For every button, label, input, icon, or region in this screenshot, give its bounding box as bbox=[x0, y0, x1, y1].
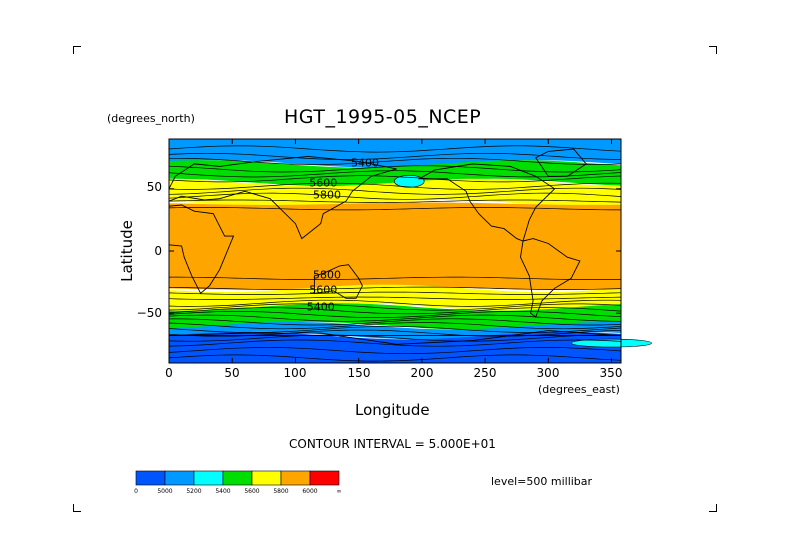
coastline bbox=[168, 204, 235, 295]
coastline bbox=[535, 148, 587, 177]
contour-line bbox=[168, 207, 621, 211]
contour-line bbox=[168, 311, 622, 318]
contour-line bbox=[168, 322, 622, 330]
y-tick-label: −50 bbox=[136, 306, 162, 320]
contour-line bbox=[168, 170, 622, 178]
contour-line bbox=[168, 291, 622, 295]
contour-label: 5800 bbox=[313, 268, 341, 281]
contour-line bbox=[168, 334, 622, 342]
contour-line bbox=[169, 276, 622, 280]
coastline bbox=[168, 330, 621, 345]
contour-line bbox=[168, 299, 622, 307]
contour-line bbox=[168, 192, 622, 200]
contour-line bbox=[168, 286, 622, 290]
height-bands bbox=[169, 139, 652, 363]
x-tick-label: 0 bbox=[165, 366, 173, 380]
contour-line bbox=[168, 354, 622, 362]
contour-label: 5400 bbox=[307, 301, 335, 314]
coastline bbox=[313, 264, 363, 299]
contour-line bbox=[169, 157, 622, 165]
contour-line bbox=[168, 182, 622, 190]
crop-mark-bottom-left bbox=[73, 504, 81, 512]
contour-interval-text: CONTOUR INTERVAL = 5.000E+01 bbox=[289, 437, 496, 451]
colorbar-label: 5400 bbox=[215, 488, 230, 495]
chart-title: HGT_1995-05_NCEP bbox=[284, 106, 482, 128]
x-tick-label: 100 bbox=[283, 366, 307, 380]
low-pressure-cell bbox=[571, 338, 652, 348]
contour-label: 5600 bbox=[309, 176, 337, 189]
axis-ticks bbox=[168, 139, 621, 363]
colorbar-label: 5600 bbox=[244, 488, 259, 495]
coastline bbox=[168, 155, 397, 240]
colorbar-label: 5000 bbox=[157, 488, 172, 495]
crop-mark-top-right bbox=[709, 46, 717, 54]
height-band bbox=[169, 202, 621, 290]
x-tick-label: 250 bbox=[473, 366, 497, 380]
contour-line bbox=[168, 187, 622, 195]
colorbar-label: 6000 bbox=[302, 488, 317, 495]
contour-line bbox=[168, 347, 622, 355]
x-tick-label: 300 bbox=[536, 366, 560, 380]
low-pressure-cell bbox=[393, 174, 425, 188]
y-tick-label: 0 bbox=[154, 244, 162, 258]
contour-line bbox=[168, 303, 622, 311]
colorbar-swatch bbox=[222, 470, 253, 486]
contour-line bbox=[168, 318, 622, 326]
x-tick-label: 350 bbox=[599, 366, 623, 380]
coastline bbox=[417, 163, 556, 242]
contour-lines bbox=[168, 145, 622, 362]
colorbar-label: 5200 bbox=[186, 488, 201, 495]
contour-line bbox=[168, 325, 622, 333]
colorbar-swatch bbox=[309, 470, 340, 486]
colorbar-label: ∞ bbox=[337, 488, 342, 495]
colorbar-swatch bbox=[193, 470, 224, 486]
contour-line bbox=[168, 296, 622, 300]
contour-label: 5600 bbox=[309, 283, 337, 296]
contour-line bbox=[168, 175, 622, 183]
crop-mark-top-left bbox=[73, 46, 81, 54]
height-band bbox=[169, 303, 621, 330]
x-axis-units: (degrees_east) bbox=[538, 383, 620, 396]
colorbar-swatch bbox=[135, 470, 166, 486]
contour-label: 5800 bbox=[313, 189, 341, 202]
contour-label: 5400 bbox=[351, 156, 379, 169]
colorbar-label: 5800 bbox=[273, 488, 288, 495]
contour-line bbox=[168, 314, 622, 322]
x-tick-label: 50 bbox=[224, 366, 240, 380]
coastline bbox=[520, 238, 581, 318]
colorbar-swatch bbox=[164, 470, 195, 486]
contour-line bbox=[168, 307, 622, 315]
contour-line bbox=[168, 199, 622, 203]
y-tick-label: 50 bbox=[146, 180, 162, 194]
colorbar-label: 0 bbox=[134, 488, 138, 495]
level-text: level=500 millibar bbox=[491, 475, 593, 488]
contour-line bbox=[168, 145, 622, 153]
coastlines bbox=[168, 148, 621, 345]
x-tick-label: 200 bbox=[410, 366, 434, 380]
x-tick-label: 150 bbox=[347, 366, 371, 380]
colorbar-swatch bbox=[280, 470, 311, 486]
colorbar-swatch bbox=[251, 470, 282, 486]
y-axis-units: (degrees_north) bbox=[107, 112, 195, 125]
crop-mark-bottom-right bbox=[709, 504, 717, 512]
contour-line bbox=[168, 339, 622, 347]
colorbar: 0 5000 5200 5400 5600 5800 6000 ∞ bbox=[134, 470, 342, 495]
contour-line bbox=[168, 152, 622, 160]
x-axis-label: Longitude bbox=[355, 401, 430, 419]
